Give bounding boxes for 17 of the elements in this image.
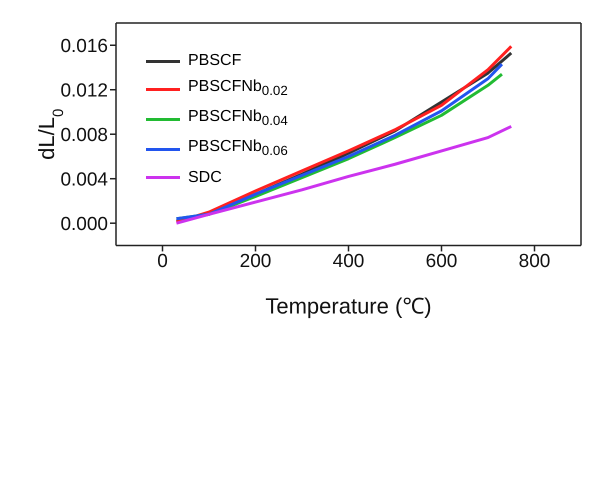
y-tick-label: 0.004: [60, 169, 108, 190]
legend-label: PBSCFNb$_{0.02}$: [188, 77, 288, 100]
x-axis-title: Temperature (℃): [265, 293, 432, 318]
legend-label: SDC: [188, 168, 222, 188]
legend-label: PBSCF: [188, 51, 242, 71]
legend-label: PBSCFNb$_{0.06}$: [188, 137, 288, 161]
x-tick-label: 800: [518, 250, 550, 272]
line-series: [174, 124, 513, 225]
y-tick-label: 0.008: [60, 124, 108, 146]
y-tick-label: 0.000: [60, 214, 108, 235]
y-tick-label: 0.012: [60, 80, 108, 102]
y-tick-label: 0.016: [60, 36, 108, 57]
x-tick-label: 0: [157, 250, 168, 272]
x-tick-label: 400: [332, 250, 364, 272]
x-tick-label: 200: [240, 250, 272, 272]
x-tick-label: 600: [426, 250, 458, 272]
legend-label: PBSCFNb$_{0.04}$: [188, 107, 288, 130]
